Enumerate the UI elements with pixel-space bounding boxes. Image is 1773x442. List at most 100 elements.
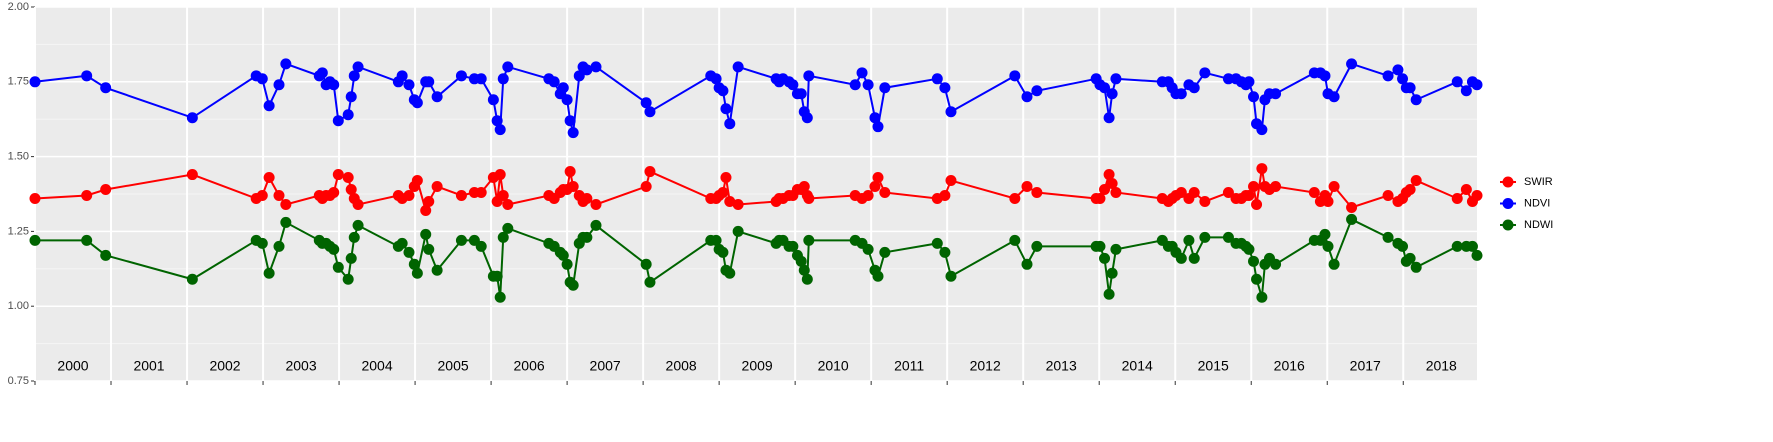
point	[561, 258, 573, 270]
point	[487, 94, 499, 106]
point	[1392, 64, 1404, 76]
point	[1410, 94, 1422, 106]
point	[81, 70, 93, 82]
point	[710, 73, 722, 85]
point	[403, 246, 415, 258]
point	[879, 82, 891, 94]
year-label: 2005	[438, 358, 469, 374]
y-tick-label: 1.00	[8, 300, 29, 312]
point	[1466, 240, 1478, 252]
point	[1103, 112, 1115, 124]
point	[795, 88, 807, 100]
point	[1270, 88, 1282, 100]
point	[273, 240, 285, 252]
point	[1248, 91, 1260, 103]
point	[328, 187, 340, 199]
point	[345, 252, 357, 264]
point	[1256, 291, 1268, 303]
point	[345, 184, 357, 196]
point	[724, 118, 736, 130]
point	[1021, 91, 1033, 103]
point	[1471, 79, 1483, 91]
point	[1404, 184, 1416, 196]
point	[1404, 82, 1416, 94]
point	[1094, 192, 1106, 204]
point	[475, 240, 487, 252]
point	[1188, 82, 1200, 94]
point	[1175, 187, 1187, 199]
point	[396, 237, 408, 249]
y-tick-label: 0.75	[8, 375, 29, 387]
legend-label: SWIR	[1524, 176, 1553, 188]
point	[862, 243, 874, 255]
point	[100, 82, 112, 94]
point	[803, 234, 815, 246]
year-label: 2014	[1122, 358, 1153, 374]
point	[328, 79, 340, 91]
year-label: 2010	[818, 358, 849, 374]
point	[431, 264, 443, 276]
point	[423, 243, 435, 255]
point	[581, 64, 593, 76]
point	[720, 172, 732, 184]
year-label: 2017	[1350, 358, 1381, 374]
year-label: 2015	[1198, 358, 1229, 374]
point	[557, 249, 569, 261]
point	[1199, 195, 1211, 207]
point	[100, 249, 112, 261]
point	[455, 70, 467, 82]
point	[273, 189, 285, 201]
point	[1382, 231, 1394, 243]
y-tick-label: 1.25	[8, 225, 29, 237]
point	[872, 121, 884, 133]
year-label: 2003	[285, 358, 316, 374]
point	[717, 246, 729, 258]
point	[491, 115, 503, 127]
legend-marker	[1502, 176, 1514, 188]
point	[1397, 240, 1409, 252]
point	[396, 70, 408, 82]
point	[1248, 181, 1260, 193]
point	[564, 115, 576, 127]
point	[494, 124, 506, 136]
point	[590, 61, 602, 73]
point	[345, 91, 357, 103]
year-label: 2008	[666, 358, 697, 374]
year-label: 2016	[1274, 358, 1305, 374]
point	[497, 231, 509, 243]
point	[1346, 58, 1358, 70]
point	[787, 240, 799, 252]
point	[455, 189, 467, 201]
point	[869, 112, 881, 124]
point	[557, 82, 569, 94]
legend-label: NDVI	[1524, 197, 1550, 209]
point	[1251, 273, 1263, 285]
point	[879, 187, 891, 199]
legend-label: NDWI	[1524, 219, 1553, 231]
legend-marker	[1502, 198, 1514, 209]
point	[1451, 192, 1463, 204]
point	[1322, 240, 1334, 252]
point	[564, 166, 576, 178]
point	[81, 189, 93, 201]
point	[475, 73, 487, 85]
point	[879, 246, 891, 258]
point	[1471, 189, 1483, 201]
year-label: 2009	[742, 358, 773, 374]
point	[644, 166, 656, 178]
point	[1222, 187, 1234, 199]
point	[494, 169, 506, 181]
point	[561, 94, 573, 106]
point	[1319, 228, 1331, 240]
point	[1382, 70, 1394, 82]
point	[342, 273, 354, 285]
point	[1397, 73, 1409, 85]
point	[869, 181, 881, 193]
year-label: 2013	[1046, 358, 1077, 374]
point	[497, 189, 509, 201]
legend-marker	[1502, 219, 1514, 231]
point	[420, 204, 432, 216]
point	[732, 61, 744, 73]
point	[273, 79, 285, 91]
point	[263, 172, 275, 184]
